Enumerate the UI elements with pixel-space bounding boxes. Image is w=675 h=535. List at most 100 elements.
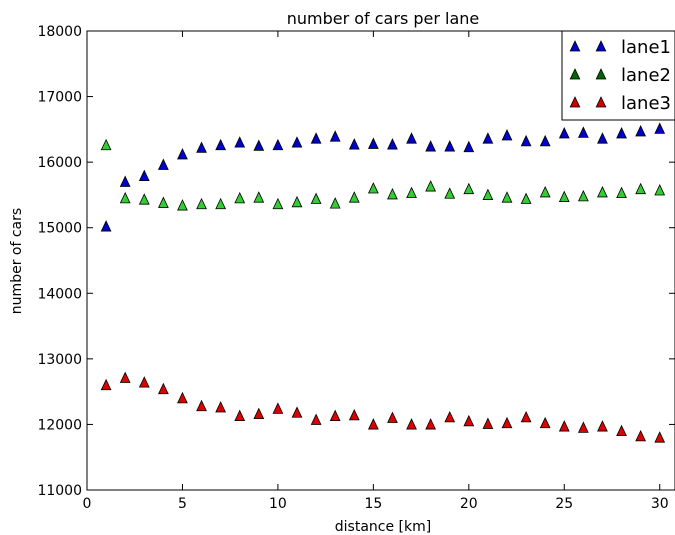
legend-label: lane1 (621, 37, 671, 58)
lane2-point (138, 193, 150, 205)
lane2-point (196, 197, 207, 210)
x-tick-label: 20 (460, 496, 478, 512)
y-tick-label: 18000 (37, 24, 82, 40)
lane3-point (253, 407, 265, 419)
lane2-point (119, 191, 131, 204)
legend-marker (569, 96, 581, 108)
lane1-point (501, 128, 513, 141)
lane2-point (387, 187, 398, 200)
lane3-point (215, 401, 227, 413)
lane3-point (367, 418, 379, 430)
y-tick-label: 11000 (37, 483, 82, 499)
x-axis-title: distance [km] (335, 519, 431, 535)
y-tick-label: 13000 (37, 352, 82, 368)
lane2-point (463, 182, 475, 195)
legend-item-lane2: lane2 (569, 65, 671, 86)
lane2-point (520, 192, 532, 204)
lane3-point (577, 421, 589, 433)
lane1-point (310, 132, 322, 144)
lane3-point (654, 431, 666, 443)
legend-item-lane3: lane3 (569, 93, 671, 114)
lane2-point (100, 138, 112, 151)
x-tick-label: 15 (364, 496, 382, 512)
lane3-point (520, 410, 532, 423)
y-tick-label: 12000 (37, 417, 82, 433)
lane3-point (310, 413, 322, 425)
lane2-point (367, 182, 379, 194)
lane1-point (558, 127, 570, 139)
lane1-point (157, 158, 169, 170)
legend-marker (595, 96, 607, 108)
lane3-point (616, 424, 627, 437)
lane1-point (406, 132, 417, 144)
lane2-point (310, 192, 322, 204)
lane2-point (558, 190, 570, 202)
lane1-point (138, 169, 150, 181)
legend-marker (569, 40, 581, 52)
lane3-point (558, 420, 570, 432)
legend-label: lane3 (621, 93, 671, 114)
lane1-point (463, 140, 475, 153)
lane3-point (177, 391, 188, 404)
x-tick-label: 25 (555, 496, 573, 512)
y-tick-label: 15000 (37, 221, 82, 237)
legend: lane1 lane2 lane3 (561, 30, 675, 121)
lane2-point (253, 191, 265, 203)
lane1-point (482, 132, 494, 144)
y-axis-title: number of cars (9, 208, 25, 314)
lane3-point (234, 409, 246, 421)
x-tick-label: 30 (651, 496, 669, 512)
lane3-point (597, 420, 608, 432)
x-tick-label: 5 (178, 496, 187, 512)
lane2-point (272, 197, 284, 210)
lane1-point (196, 141, 207, 153)
y-axis: 11000 12000 13000 14000 15000 16000 17000 18000 (37, 24, 675, 499)
lane3-point (291, 406, 303, 418)
lane3-point (100, 378, 112, 391)
lane1-point (597, 132, 608, 144)
lane3-point (138, 376, 150, 388)
lane3-point (272, 402, 284, 414)
lane1-point (348, 138, 360, 150)
legend-marker (569, 68, 581, 80)
lane2-point (177, 199, 188, 211)
lane1-point (329, 130, 341, 142)
x-tick-label: 0 (83, 496, 92, 512)
lane3-point (444, 410, 456, 423)
lane2-point (329, 197, 341, 209)
lane2-point (539, 186, 551, 198)
lane1-point (425, 140, 437, 152)
lane1-point (291, 136, 303, 148)
series-lane3 (100, 371, 666, 443)
lane2-point (425, 180, 437, 192)
lane2-point (406, 186, 417, 199)
lane2-point (654, 184, 666, 196)
lane1-point (444, 140, 456, 152)
lane2-point (597, 186, 608, 198)
lane1-point (539, 134, 551, 147)
lane1-point (616, 127, 627, 139)
lane2-point (577, 189, 589, 202)
lane3-point (348, 408, 360, 421)
lane1-point (234, 136, 246, 148)
legend-marker (595, 68, 607, 80)
lane2-point (616, 186, 627, 199)
lane3-point (329, 409, 341, 421)
lane2-point (157, 196, 169, 208)
lane2-point (501, 191, 513, 203)
lane1-point (272, 138, 284, 151)
lane1-point (253, 139, 265, 151)
lane2-point (291, 195, 303, 208)
y-tick-label: 16000 (37, 155, 82, 171)
lane3-point (119, 371, 131, 383)
lane1-point (387, 138, 398, 150)
lane2-point (482, 188, 494, 200)
lane2-point (215, 197, 227, 210)
legend-box (561, 30, 675, 121)
lane3-point (425, 418, 437, 430)
lane1-point (520, 134, 532, 147)
x-axis: 0 5 10 15 20 25 30 (83, 31, 669, 512)
lane2-point (234, 191, 246, 204)
x-tick-label: 10 (269, 496, 287, 512)
